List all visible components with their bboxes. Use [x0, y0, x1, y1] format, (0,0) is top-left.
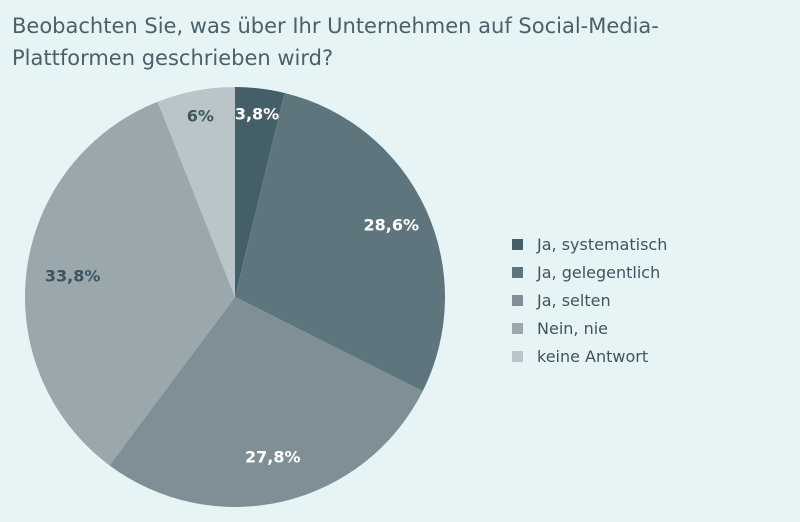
legend-swatch: [512, 294, 523, 306]
data-label-ja-gelegentlich: 28,6%: [364, 216, 420, 235]
legend-swatch: [512, 350, 523, 362]
legend-swatch: [512, 322, 523, 334]
legend-item-ja-selten: Ja, selten: [512, 286, 667, 314]
pie-slice-ja-gelegentlich: [235, 92, 445, 392]
legend-item-ja-gelegentlich: Ja, gelegentlich: [512, 258, 667, 286]
legend-label: keine Antwort: [537, 346, 649, 366]
chart-title: Beobachten Sie, was über Ihr Unternehmen…: [12, 14, 659, 70]
legend-item-keine-antwort: keine Antwort: [512, 342, 667, 370]
legend-swatch: [512, 266, 523, 278]
pie-slice-ja-systematisch: [235, 87, 285, 297]
pie-slice-nein-nie: [25, 101, 236, 466]
pie-slice-keine-antwort: [157, 87, 235, 297]
pie-slice-ja-selten: [109, 297, 423, 508]
legend-label: Ja, selten: [537, 290, 611, 310]
legend: Ja, systematisch Ja, gelegentlich Ja, selt…: [512, 230, 667, 370]
legend-item-nein-nie: Nein, nie: [512, 314, 667, 342]
data-label-keine-antwort: 6%: [187, 106, 214, 125]
data-label-ja-selten: 27,8%: [245, 447, 301, 466]
legend-label: Nein, nie: [537, 318, 608, 338]
legend-label: Ja, gelegentlich: [537, 262, 661, 282]
legend-swatch: [512, 238, 523, 250]
data-label-nein-nie: 33,8%: [45, 266, 101, 285]
data-label-ja-systematisch: 3,8%: [235, 105, 279, 124]
legend-item-ja-systematisch: Ja, systematisch: [512, 230, 667, 258]
legend-label: Ja, systematisch: [537, 234, 668, 254]
